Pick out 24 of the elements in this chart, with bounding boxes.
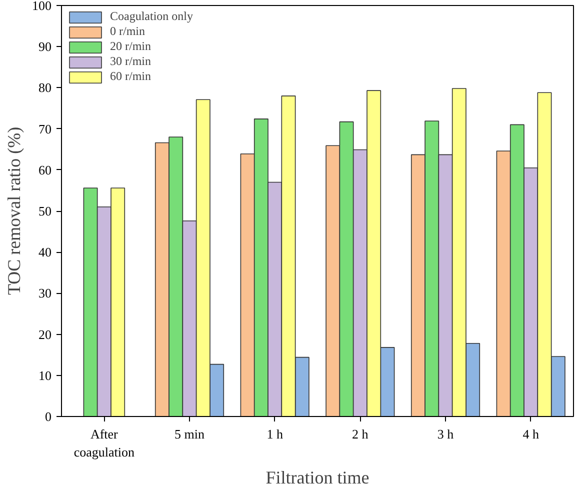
y-axis-title: TOC removal ratio (%) <box>4 126 24 296</box>
y-tick-label: 0 <box>45 409 52 424</box>
x-tick-label: After coagulation <box>74 426 135 460</box>
y-tick-label: 100 <box>32 0 52 13</box>
y-tick-label: 20 <box>38 326 52 342</box>
x-tick-label: 1 h <box>266 426 284 442</box>
y-tick-label: 30 <box>38 286 52 301</box>
y-tick-label: 10 <box>38 368 52 383</box>
x-tick-label: 4 h <box>522 426 540 442</box>
y-tick-label: 90 <box>38 39 52 54</box>
x-tick-label: 5 min <box>174 426 205 442</box>
y-tick-label: 50 <box>38 204 52 218</box>
x-tick-label: 2 h <box>352 426 369 442</box>
y-tick-label: 40 <box>38 244 52 260</box>
legend-label: 30 r/min <box>110 54 151 69</box>
y-tick-label: 60 <box>38 162 52 178</box>
y-tick-label: 80 <box>38 80 52 96</box>
legend-label: 0 r/min <box>110 24 145 39</box>
x-tick-label: 3 h <box>437 426 454 442</box>
y-tick-label: 70 <box>38 121 52 136</box>
legend-label: Coagulation only <box>110 9 193 24</box>
x-axis-title: Filtration time <box>266 468 370 488</box>
legend-label: 20 r/min <box>110 39 151 54</box>
legend-label: 60 r/min <box>110 69 151 84</box>
